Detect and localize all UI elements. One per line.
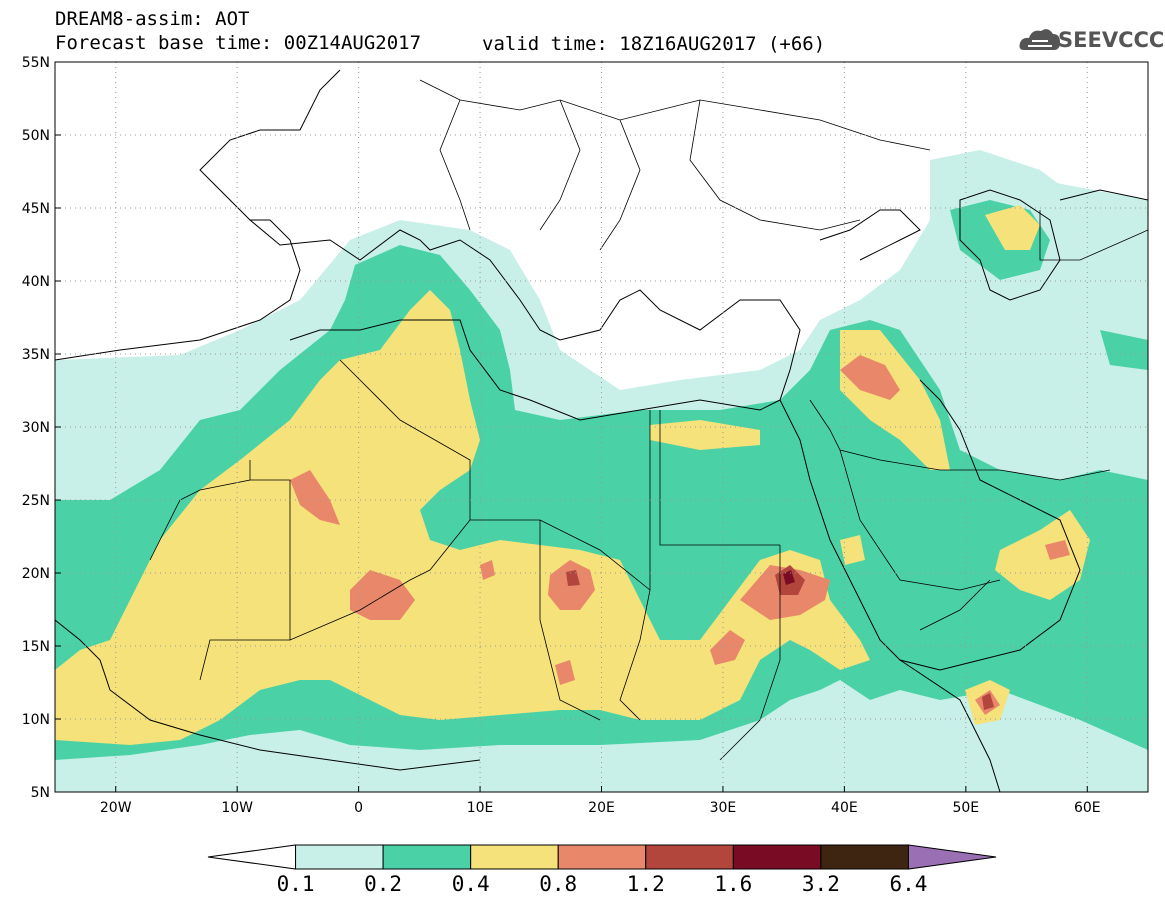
colorbar-swatch [557,844,647,870]
colorbar-swatch [207,844,297,870]
coastlines [55,69,1148,792]
colorbar-level-label: 1.6 [714,872,753,896]
lon-label: 30E [710,800,737,816]
lon-label: 0 [354,800,363,816]
graticule [55,62,1148,792]
country-borders [149,79,1148,761]
lat-label: 55N [22,55,50,71]
colorbar-level-label: 6.4 [889,872,928,896]
seevccc-logo: SEEVCCC [1058,28,1165,52]
aot-contour-0.8 [290,355,1070,715]
map-title: DREAM8-assim: AOT [55,8,250,30]
lon-label: 20W [100,800,132,816]
lat-label: 50N [22,128,50,144]
colorbar-swatch [470,844,559,870]
colorbar-swatch [907,844,997,870]
lon-label: 40E [831,800,858,816]
colorbar-level-label: 3.2 [801,872,840,896]
colorbar-swatch [295,844,384,870]
cloud-icon [1019,29,1060,50]
lon-label: 20E [588,800,615,816]
colorbar-level-label: 1.2 [626,872,665,896]
colorbar-level-label: 0.8 [539,872,578,896]
lat-label: 40N [22,274,50,290]
valid-time: valid time: 18Z16AUG2017 (+66) [482,33,826,55]
lon-label: 60E [1074,800,1101,816]
colorbar-swatch [732,844,822,870]
colorbar-level-label: 0.1 [276,872,315,896]
lat-label: 10N [22,712,50,728]
aot-contour-0.4 [55,205,1090,745]
forecast-base-time: Forecast base time: 00Z14AUG2017 [55,32,422,54]
axis-ticks: 55N 50N 45N 40N 35N 30N 25N 20N 15N 10N 5N 20W 10W 0 1… [22,55,1101,816]
colorbar-swatch [645,844,734,870]
lon-label: 10W [221,800,253,816]
aot-contour-1.6 [783,570,795,585]
lat-label: 20N [22,566,50,582]
colorbar-legend [207,844,997,870]
lat-label: 5N [31,785,50,801]
colorbar-level-label: 0.2 [364,872,403,896]
lat-label: 35N [22,347,50,363]
colorbar-swatch [820,844,909,870]
lon-label: 10E [467,800,494,816]
lat-label: 15N [22,639,50,655]
lat-label: 30N [22,420,50,436]
lat-label: 45N [22,201,50,217]
lon-label: 50E [952,800,979,816]
colorbar-level-label: 0.4 [451,872,490,896]
colorbar-swatch [382,844,472,870]
lat-label: 25N [22,493,50,509]
aot-field [55,62,1148,792]
